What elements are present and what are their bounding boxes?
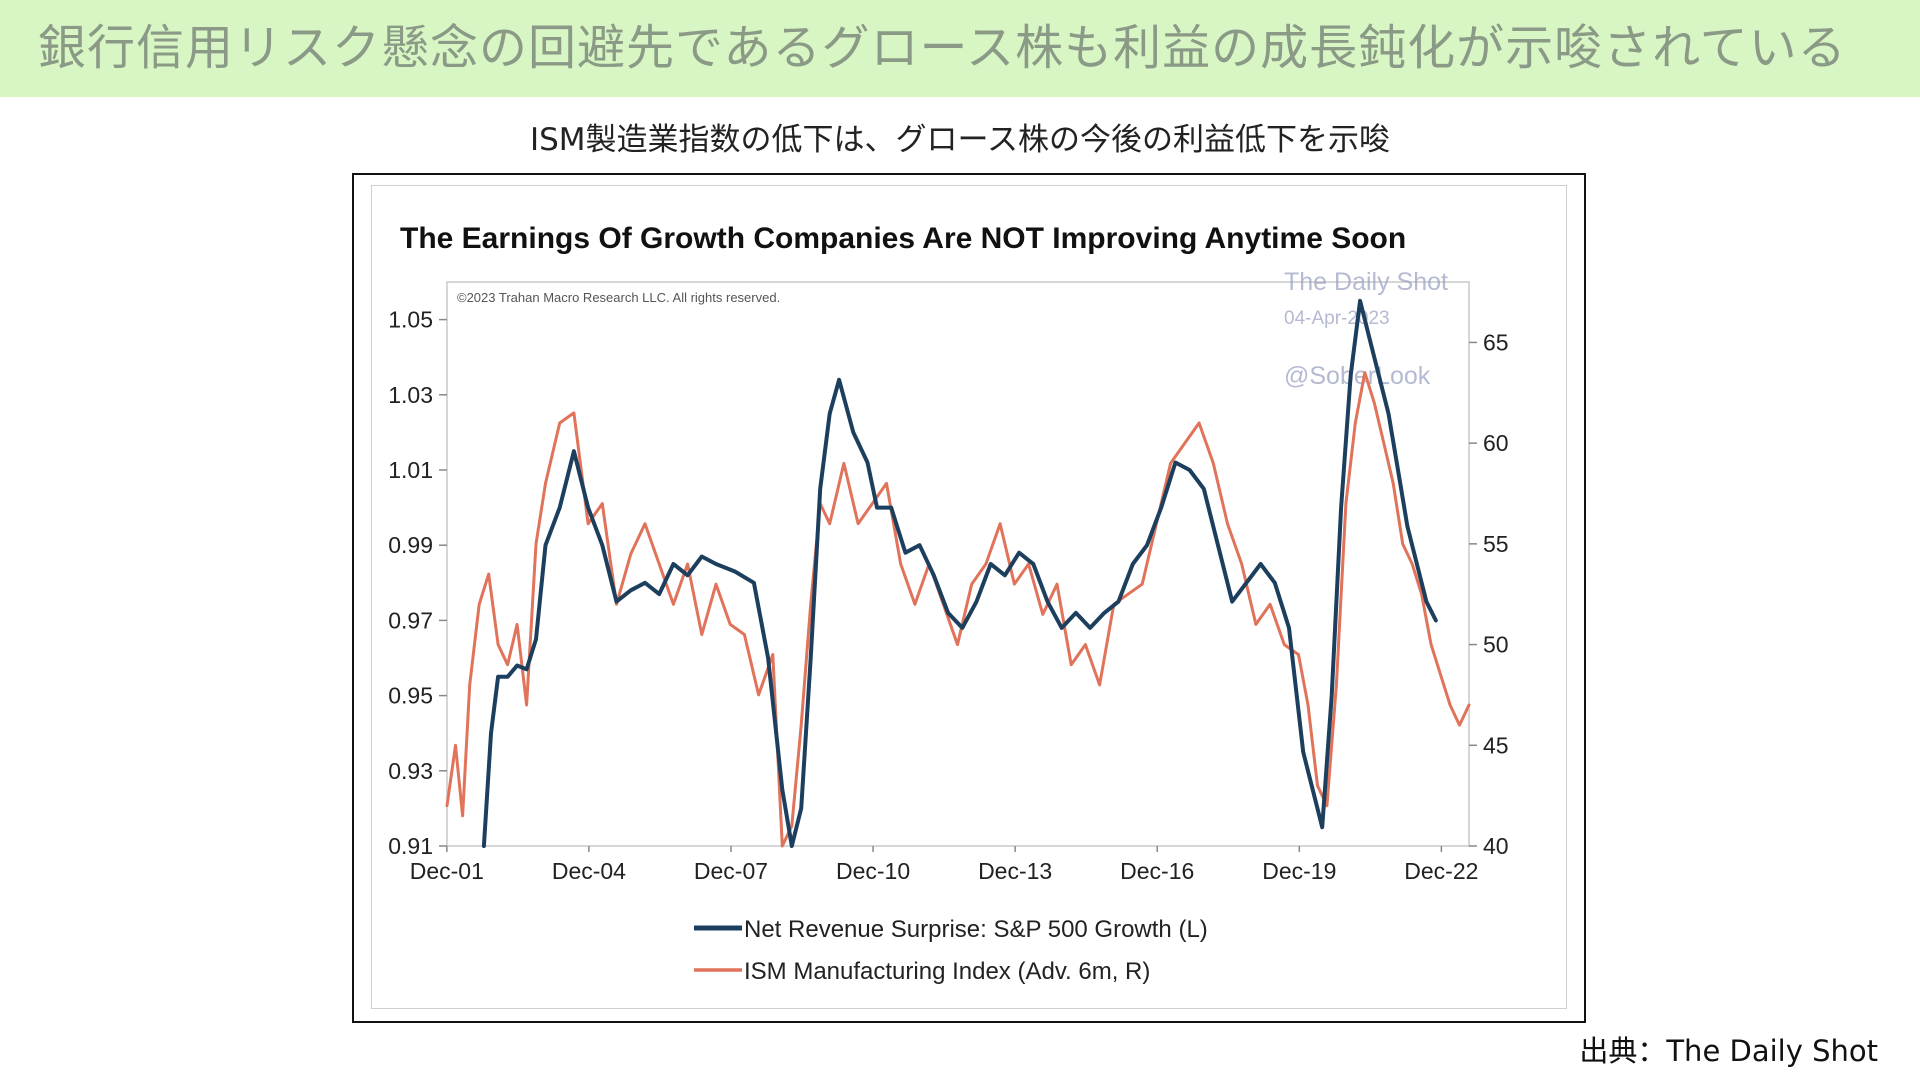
y-left-tick-label: 1.05 xyxy=(388,307,433,333)
y-left-tick-label: 0.91 xyxy=(388,833,433,859)
axes-group: 0.91 0.93 0.95 0.97 0.99 1.01 1.03 1.05 40 45 50 55… xyxy=(388,307,1508,884)
page-title: 銀行信用リスク懸念の回避先であるグロース株も利益の成長鈍化が示唆されている xyxy=(38,20,1847,76)
series-line-ism xyxy=(445,371,1471,848)
chart-frame: The Earnings Of Growth Companies Are NOT… xyxy=(352,173,1586,1023)
x-tick-label: Dec-04 xyxy=(552,858,626,884)
x-tick-label: Dec-16 xyxy=(1120,858,1194,884)
y-right-tick-label: 50 xyxy=(1483,632,1509,658)
y-left-tick-label: 0.97 xyxy=(388,607,433,633)
y-left-tick-label: 0.95 xyxy=(388,683,433,709)
y-right-tick-label: 55 xyxy=(1483,531,1509,557)
plot-area xyxy=(446,281,1470,847)
copyright-text: ©2023 Trahan Macro Research LLC. All rig… xyxy=(457,290,780,305)
y-right-tick-label: 65 xyxy=(1483,329,1509,355)
x-tick-label: Dec-01 xyxy=(410,858,484,884)
chart-subtitle: ISM製造業指数の低下は、グロース株の今後の利益低下を示唆 xyxy=(529,122,1390,158)
legend-label-ism: ISM Manufacturing Index (Adv. 6m, R) xyxy=(744,958,1150,985)
x-tick-label: Dec-10 xyxy=(836,858,910,884)
y-right-tick-label: 45 xyxy=(1483,732,1509,758)
y-right-tick-label: 40 xyxy=(1483,833,1509,859)
x-tick-label: Dec-19 xyxy=(1262,858,1336,884)
watermark-line-2: 04-Apr-2023 xyxy=(1284,308,1390,329)
series-line-revenue-surprise xyxy=(481,298,1438,848)
header-banner: 銀行信用リスク懸念の回避先であるグロース株も利益の成長鈍化が示唆されている xyxy=(0,0,1920,97)
watermark-line-1: The Daily Shot xyxy=(1284,268,1448,296)
y-right-tick-label: 60 xyxy=(1483,430,1509,456)
series-group xyxy=(445,298,1471,848)
legend: Net Revenue Surprise: S&P 500 Growth (L)… xyxy=(694,916,1208,985)
x-tick-label: Dec-07 xyxy=(694,858,768,884)
y-left-tick-label: 1.01 xyxy=(388,457,433,483)
x-tick-label: Dec-22 xyxy=(1404,858,1478,884)
y-left-tick-label: 0.99 xyxy=(388,532,433,558)
chart-svg: The Earnings Of Growth Companies Are NOT… xyxy=(388,222,1508,985)
chart-panel: The Earnings Of Growth Companies Are NOT… xyxy=(371,185,1567,1009)
y-left-tick-label: 1.03 xyxy=(388,382,433,408)
source-credit: 出典：The Daily Shot xyxy=(1579,1034,1878,1068)
y-left-tick-label: 0.93 xyxy=(388,758,433,784)
legend-label-revenue: Net Revenue Surprise: S&P 500 Growth (L) xyxy=(744,916,1208,943)
chart-title: The Earnings Of Growth Companies Are NOT… xyxy=(400,222,1406,255)
x-tick-label: Dec-13 xyxy=(978,858,1052,884)
watermark-line-3: @SoberLook xyxy=(1284,362,1431,390)
